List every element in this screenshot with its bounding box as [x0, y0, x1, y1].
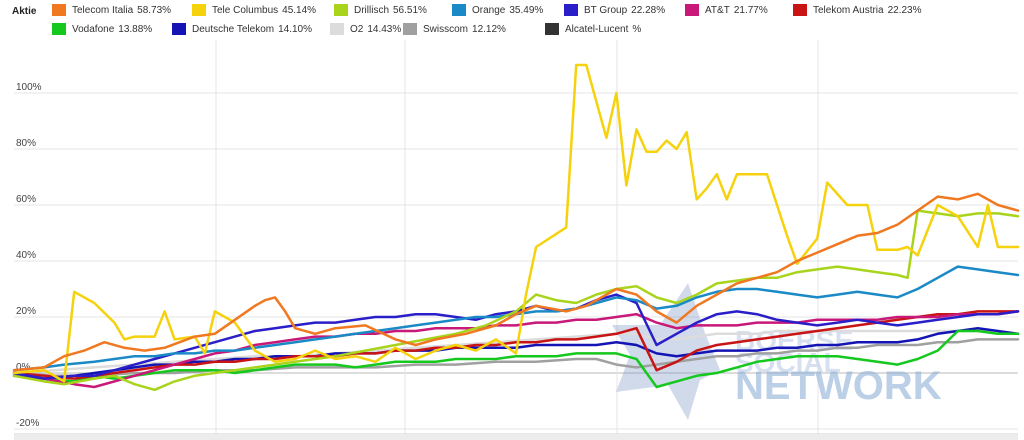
y-tick-label: 100% — [16, 82, 42, 93]
legend-item[interactable]: Tele Columbus 45.14% — [192, 4, 316, 16]
legend-value: 12.12% — [472, 23, 506, 35]
y-tick-label: 40% — [16, 250, 36, 261]
series-line-telekom-austria — [12, 310, 1020, 380]
series-line-deutsche-telekom — [12, 326, 1020, 380]
legend-swatch — [330, 23, 344, 35]
line-chart: 100%80%60%40%20%0%-20%BOERSESOCIALNETWOR… — [12, 40, 1020, 440]
legend-label: O2 — [350, 23, 364, 35]
legend-label: Telecom Italia — [72, 4, 134, 16]
legend-item[interactable]: BT Group 22.28% — [564, 4, 665, 16]
legend-item[interactable]: Telecom Italia 58.73% — [52, 4, 171, 16]
legend-label: Telekom Austria — [813, 4, 884, 16]
legend-item[interactable]: Alcatel-Lucent% — [545, 23, 641, 35]
legend-value: 22.28% — [631, 4, 666, 16]
legend-label: Swisscom — [423, 23, 469, 35]
legend-label: AT&T — [705, 4, 730, 16]
legend-value: 14.10% — [278, 23, 313, 35]
legend-value: 21.77% — [733, 4, 768, 16]
legend-value: 13.88% — [118, 23, 153, 35]
legend-label: BT Group — [584, 4, 628, 16]
legend-swatch — [564, 4, 578, 16]
y-tick-label: 0% — [16, 362, 31, 373]
series-line-orange — [12, 265, 1020, 372]
legend-swatch — [545, 23, 559, 35]
legend-swatch — [403, 23, 417, 35]
y-tick-label: -20% — [16, 418, 39, 429]
y-tick-label: 20% — [16, 306, 36, 317]
legend-label: Alcatel-Lucent — [565, 23, 629, 35]
legend-value: 56.51% — [393, 4, 427, 16]
legend-label: Deutsche Telekom — [192, 23, 275, 35]
series-line-telecom-italia — [12, 192, 1020, 372]
legend-value: 22.23% — [887, 4, 922, 16]
legend-value: 45.14% — [282, 4, 317, 16]
legend-value: 58.73% — [137, 4, 172, 16]
legend-label: Drillisch — [354, 4, 389, 16]
legend-item[interactable]: Vodafone 13.88% — [52, 23, 152, 35]
legend-item[interactable]: Deutsche Telekom 14.10% — [172, 23, 312, 35]
y-tick-label: 80% — [16, 138, 36, 149]
legend-swatch — [685, 4, 699, 16]
series-line-tele-columbus — [12, 63, 1020, 383]
legend-value: % — [632, 23, 642, 35]
legend-value: 14.43% — [367, 23, 402, 35]
legend-swatch — [172, 23, 186, 35]
watermark-line3: NETWORK — [735, 364, 942, 408]
watermark-star — [612, 283, 720, 420]
series-line-bt-group — [12, 293, 1020, 380]
series-line-drillisch — [12, 209, 1020, 392]
legend-title: Aktie — [12, 6, 37, 17]
legend-swatch — [52, 23, 66, 35]
legend-item[interactable]: O2 14.43% — [330, 23, 401, 35]
legend-value: 35.49% — [509, 4, 544, 16]
legend-swatch — [52, 4, 66, 16]
legend-swatch — [334, 4, 348, 16]
legend-swatch — [793, 4, 807, 16]
legend: Aktie Telecom Italia 58.73% Tele Columbus 4… — [0, 0, 1024, 40]
series-line-vodafone — [12, 329, 1020, 389]
legend-item[interactable]: AT&T 21.77% — [685, 4, 768, 16]
legend-swatch — [452, 4, 466, 16]
y-tick-label: 60% — [16, 194, 36, 205]
legend-label: Tele Columbus — [212, 4, 279, 16]
scrollbar-track — [14, 434, 1018, 440]
legend-swatch — [192, 4, 206, 16]
legend-label: Orange — [472, 4, 506, 16]
legend-item[interactable]: Orange 35.49% — [452, 4, 543, 16]
legend-item[interactable]: Telekom Austria 22.23% — [793, 4, 922, 16]
legend-item[interactable]: Swisscom 12.12% — [403, 23, 506, 35]
legend-item[interactable]: Drillisch 56.51% — [334, 4, 427, 16]
legend-label: Vodafone — [72, 23, 115, 35]
